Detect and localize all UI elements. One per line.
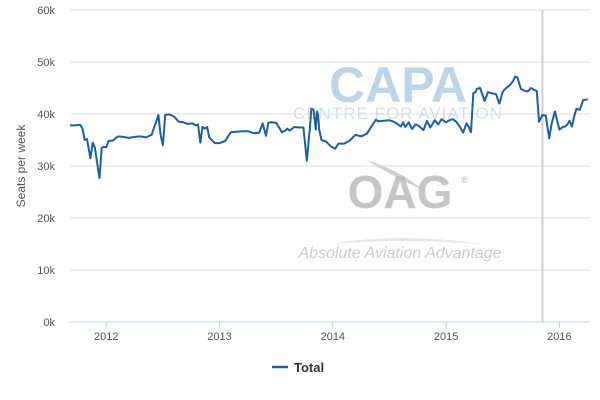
y-tick-label: 60k [37, 5, 55, 17]
series-line-total[interactable] [70, 75, 588, 179]
x-tick-label: 2014 [321, 331, 345, 343]
x-tick-label: 2015 [434, 331, 458, 343]
oag-logo-watermark: OAG [348, 166, 453, 218]
oag-registered-mark: ® [461, 175, 468, 185]
capa-logo-watermark: CAPA [329, 57, 467, 113]
oag-logo-mark [330, 160, 480, 244]
x-tick-label: 2012 [94, 331, 118, 343]
x-tick-label: 2016 [547, 331, 571, 343]
legend[interactable]: Total [272, 360, 324, 375]
oag-underline-icon [330, 238, 480, 244]
gridlines [70, 9, 590, 323]
y-tick-label: 30k [37, 161, 55, 173]
y-axis: 0k 10k 20k 30k 40k 50k 60k [37, 5, 55, 329]
y-tick-label: 40k [37, 109, 55, 121]
watermark: CAPA CENTRE FOR AVIATION OAG ® Absolute … [293, 57, 503, 262]
x-tick-label: 2013 [207, 331, 231, 343]
x-axis: 2012 2013 2014 2015 2016 [94, 322, 572, 343]
y-tick-label: 50k [37, 57, 55, 69]
capa-tagline-watermark: CENTRE FOR AVIATION [293, 104, 503, 123]
legend-label-total[interactable]: Total [294, 360, 324, 375]
y-tick-label: 0k [43, 317, 55, 329]
oag-swoosh-icon [366, 160, 423, 190]
oag-tagline-watermark: Absolute Aviation Advantage [297, 245, 501, 262]
y-tick-label: 10k [37, 265, 55, 277]
y-axis-title: Seats per week [14, 124, 28, 208]
y-tick-label: 20k [37, 213, 55, 225]
